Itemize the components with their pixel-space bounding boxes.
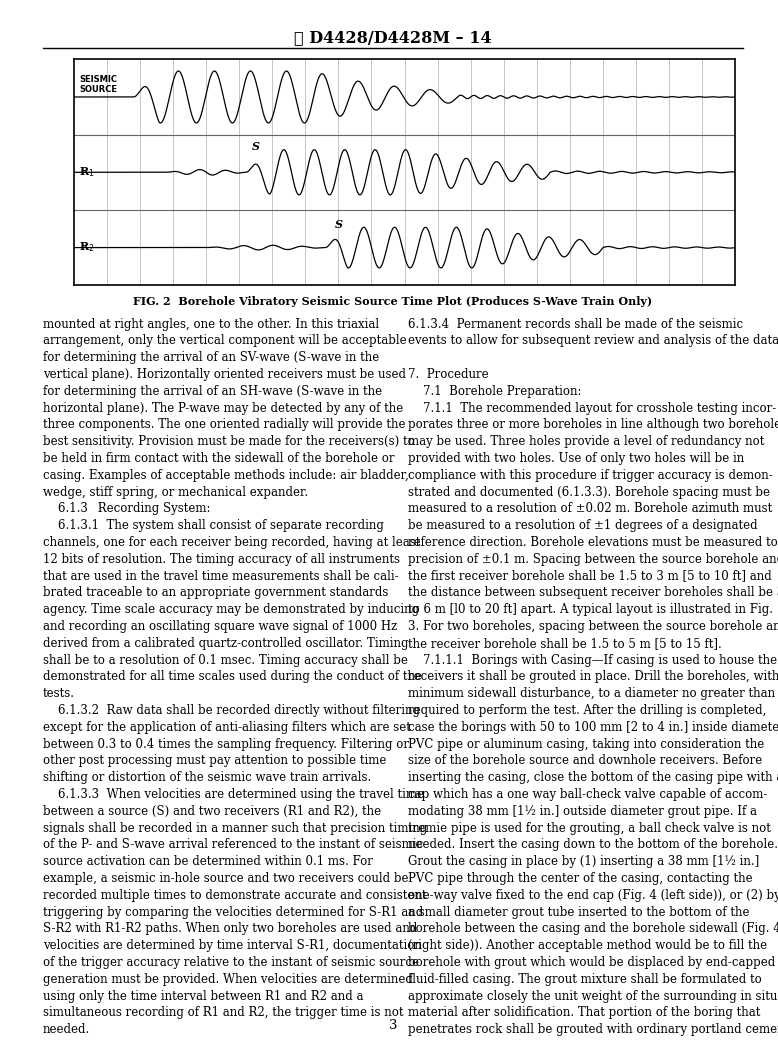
Text: 6.1.3.4  Permanent records shall be made of the seismic
events to allow for subs: 6.1.3.4 Permanent records shall be made …	[408, 318, 778, 1036]
Text: FIG. 2  Borehole Vibratory Seismic Source Time Plot (Produces S-Wave Train Only): FIG. 2 Borehole Vibratory Seismic Source…	[133, 297, 653, 307]
Text: 3: 3	[389, 1019, 397, 1032]
Text: R$_2$: R$_2$	[79, 240, 95, 254]
Text: S: S	[252, 141, 260, 152]
Text: ⓐ D4428/D4428M – 14: ⓐ D4428/D4428M – 14	[294, 29, 492, 46]
Text: S: S	[335, 219, 342, 229]
Text: mounted at right angles, one to the other. In this triaxial
arrangement, only th: mounted at right angles, one to the othe…	[43, 318, 427, 1036]
Text: SEISMIC
SOURCE: SEISMIC SOURCE	[79, 75, 117, 95]
Text: R$_1$: R$_1$	[79, 166, 95, 179]
